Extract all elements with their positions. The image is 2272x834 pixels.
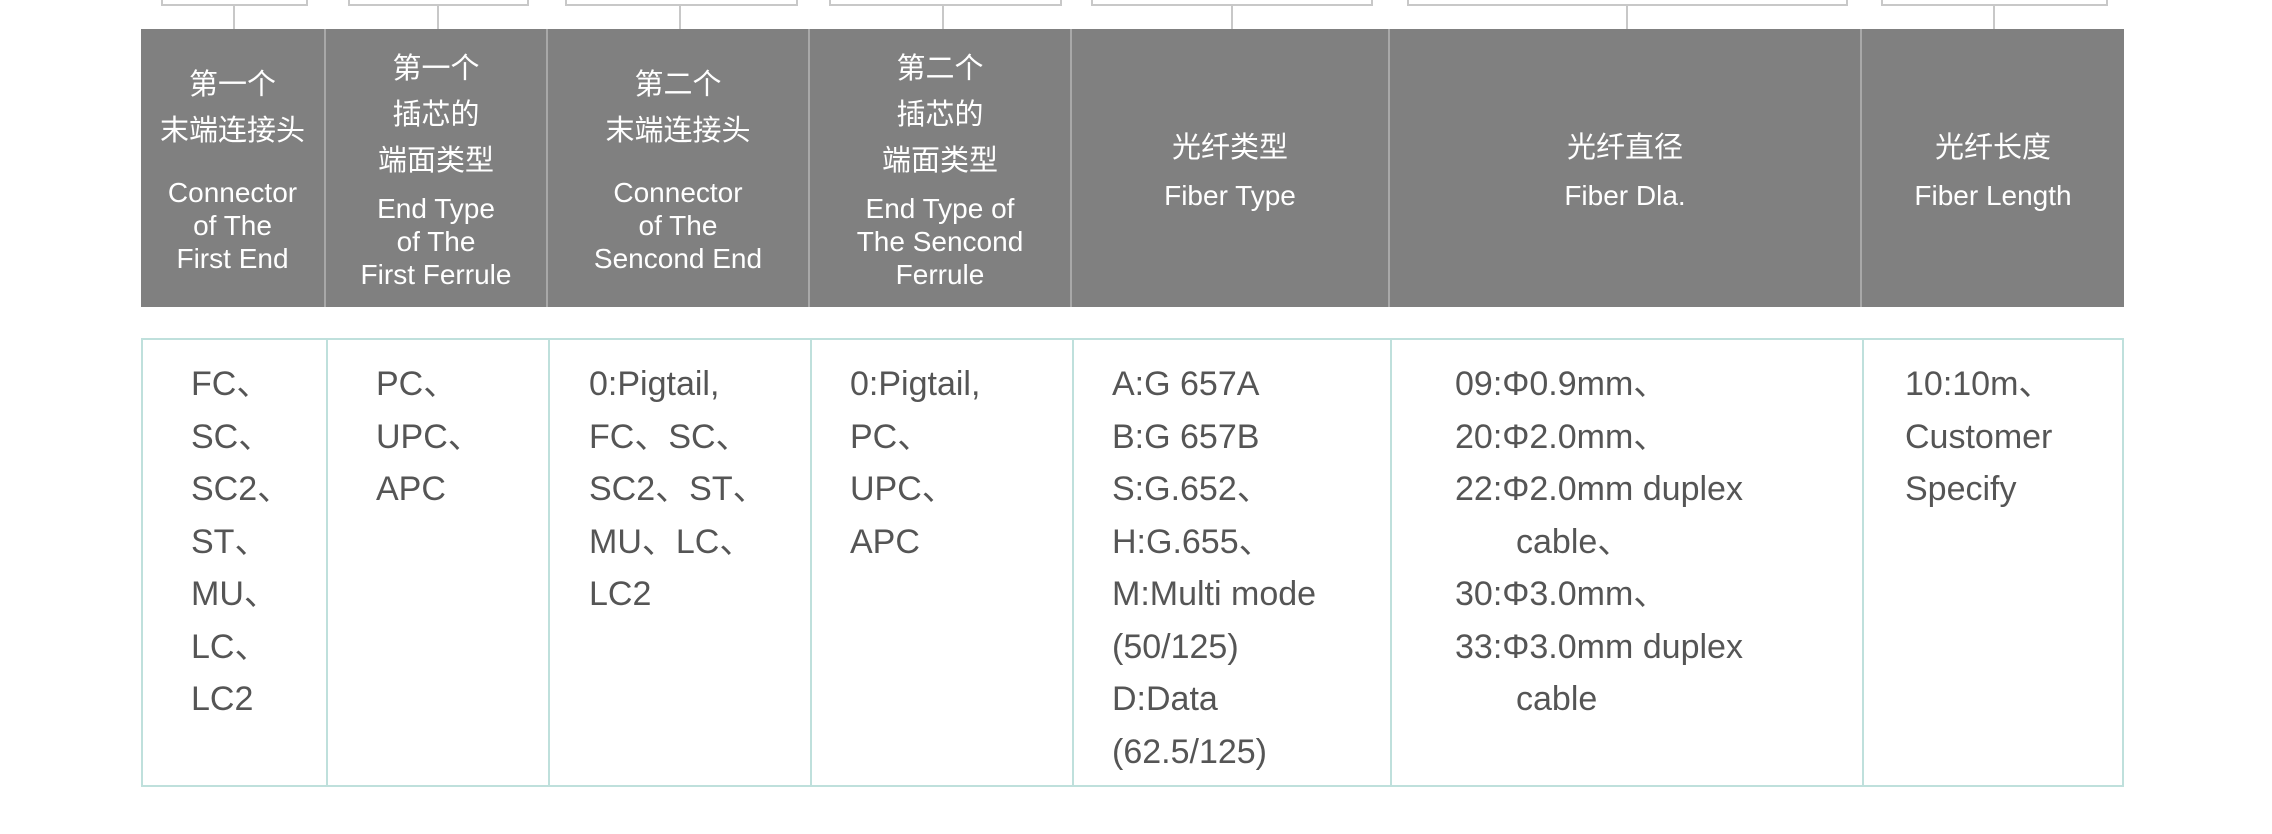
- cell-value: SC2、: [191, 470, 292, 508]
- cell-value: FC、SC、: [589, 417, 750, 456]
- cell-fiber-type: A:G 657A B:G 657B S:G.652、 H:G.655、 M:Multi …: [1074, 340, 1392, 785]
- cell-value: 10:10m、: [1905, 365, 2053, 403]
- cell-value: ST、: [191, 522, 269, 561]
- cell-value: UPC、: [376, 417, 482, 456]
- cell-value: LC2: [589, 575, 652, 613]
- header-connector-second-end: 第二个 末端连接头 Connector of The Sencond End: [548, 29, 810, 307]
- connector-line-7: [1993, 4, 1995, 29]
- cell-value: 09:Φ0.9mm、: [1455, 365, 1668, 403]
- cell-value: LC、: [191, 627, 269, 666]
- header-en: Connector of The First End: [167, 176, 298, 274]
- cell-connector-first-end: FC、 SC、 SC2、 ST、 MU、 LC、 LC2: [143, 340, 328, 785]
- cell-value: (62.5/125): [1112, 732, 1267, 771]
- header-en: Fiber Dla.: [1564, 179, 1686, 211]
- cell-value: cable、: [1516, 522, 1632, 561]
- cell-value: Specify: [1905, 470, 2017, 508]
- connector-line-1: [233, 4, 235, 29]
- header-en: Connector of The Sencond End: [593, 176, 763, 274]
- header-zh: 第二个 末端连接头: [605, 68, 751, 147]
- header-zh: 第二个 插芯的 端面类型: [881, 52, 998, 177]
- cell-value: M:Multi mode: [1112, 575, 1317, 613]
- header-en: End Type of The Sencond Ferrule: [856, 192, 1024, 290]
- cell-value: D:Data: [1112, 680, 1218, 718]
- table-body: FC、 SC、 SC2、 ST、 MU、 LC、 LC2 PC、 UPC、 APC 0:Pigt…: [141, 338, 2124, 787]
- cell-value: UPC、: [850, 470, 956, 508]
- cell-value: MU、LC、: [589, 522, 754, 561]
- cell-value: PC、: [376, 365, 458, 403]
- cell-value: FC、: [191, 365, 271, 403]
- connector-line-6: [1626, 4, 1628, 29]
- header-fiber-type: 光纤类型 Fiber Type: [1072, 29, 1390, 307]
- connector-line-2: [437, 4, 439, 29]
- header-zh: 光纤类型: [1171, 131, 1288, 164]
- header-zh: 第一个 插芯的 端面类型: [377, 52, 494, 177]
- cell-value: A:G 657A: [1112, 365, 1260, 403]
- connector-line-5: [1231, 4, 1233, 29]
- cell-end-type-first-ferrule: PC、 UPC、 APC: [328, 340, 550, 785]
- code-box-4: [829, 0, 1062, 6]
- code-box-3: [565, 0, 798, 6]
- cell-connector-second-end: 0:Pigtail, FC、SC、 SC2、ST、 MU、LC、 LC2: [550, 340, 812, 785]
- cell-value: 0:Pigtail,: [850, 365, 981, 403]
- cell-value: PC、: [850, 417, 932, 456]
- header-fiber-diameter: 光纤直径 Fiber Dla.: [1390, 29, 1862, 307]
- header-fiber-length: 光纤长度 Fiber Length: [1862, 29, 2124, 307]
- cell-value: 22:Φ2.0mm duplex: [1455, 470, 1743, 508]
- cell-value: MU、: [191, 575, 278, 613]
- cell-value: SC2、ST、: [589, 470, 767, 508]
- cell-fiber-diameter: 09:Φ0.9mm、 20:Φ2.0mm、 22:Φ2.0mm duplex cabl…: [1392, 340, 1864, 785]
- cell-fiber-length: 10:10m、 Customer Specify: [1864, 340, 2122, 785]
- cell-value: H:G.655、: [1112, 522, 1273, 561]
- cell-value: SC、: [191, 417, 273, 456]
- header-end-type-second-ferrule: 第二个 插芯的 端面类型 End Type of The Sencond Fer…: [810, 29, 1072, 307]
- cell-value: cable: [1516, 680, 1598, 718]
- header-zh: 第一个 末端连接头: [159, 68, 305, 147]
- header-zh: 光纤直径: [1566, 131, 1683, 164]
- cell-value: Customer: [1905, 417, 2053, 456]
- cell-value: LC2: [191, 680, 254, 718]
- table-header: 第一个 末端连接头 Connector of The First End 第一个…: [141, 29, 2124, 307]
- header-en: Fiber Length: [1914, 179, 2072, 211]
- cell-end-type-second-ferrule: 0:Pigtail, PC、 UPC、 APC: [812, 340, 1074, 785]
- cell-value: APC: [376, 470, 446, 508]
- cell-value: APC: [850, 522, 920, 561]
- header-zh: 光纤长度: [1934, 131, 2051, 164]
- header-en: End Type of The First Ferrule: [360, 192, 512, 290]
- connector-line-4: [942, 4, 944, 29]
- header-end-type-first-ferrule: 第一个 插芯的 端面类型 End Type of The First Ferru…: [326, 29, 548, 307]
- cell-value: S:G.652、: [1112, 470, 1271, 508]
- header-connector-first-end: 第一个 末端连接头 Connector of The First End: [141, 29, 326, 307]
- cell-value: 33:Φ3.0mm duplex: [1455, 627, 1743, 666]
- cell-value: 20:Φ2.0mm、: [1455, 417, 1668, 456]
- cell-value: B:G 657B: [1112, 417, 1260, 456]
- connector-line-3: [679, 4, 681, 29]
- header-en: Fiber Type: [1164, 179, 1296, 211]
- cell-value: 0:Pigtail,: [589, 365, 720, 403]
- cell-value: (50/125): [1112, 627, 1239, 666]
- cell-value: 30:Φ3.0mm、: [1455, 575, 1668, 613]
